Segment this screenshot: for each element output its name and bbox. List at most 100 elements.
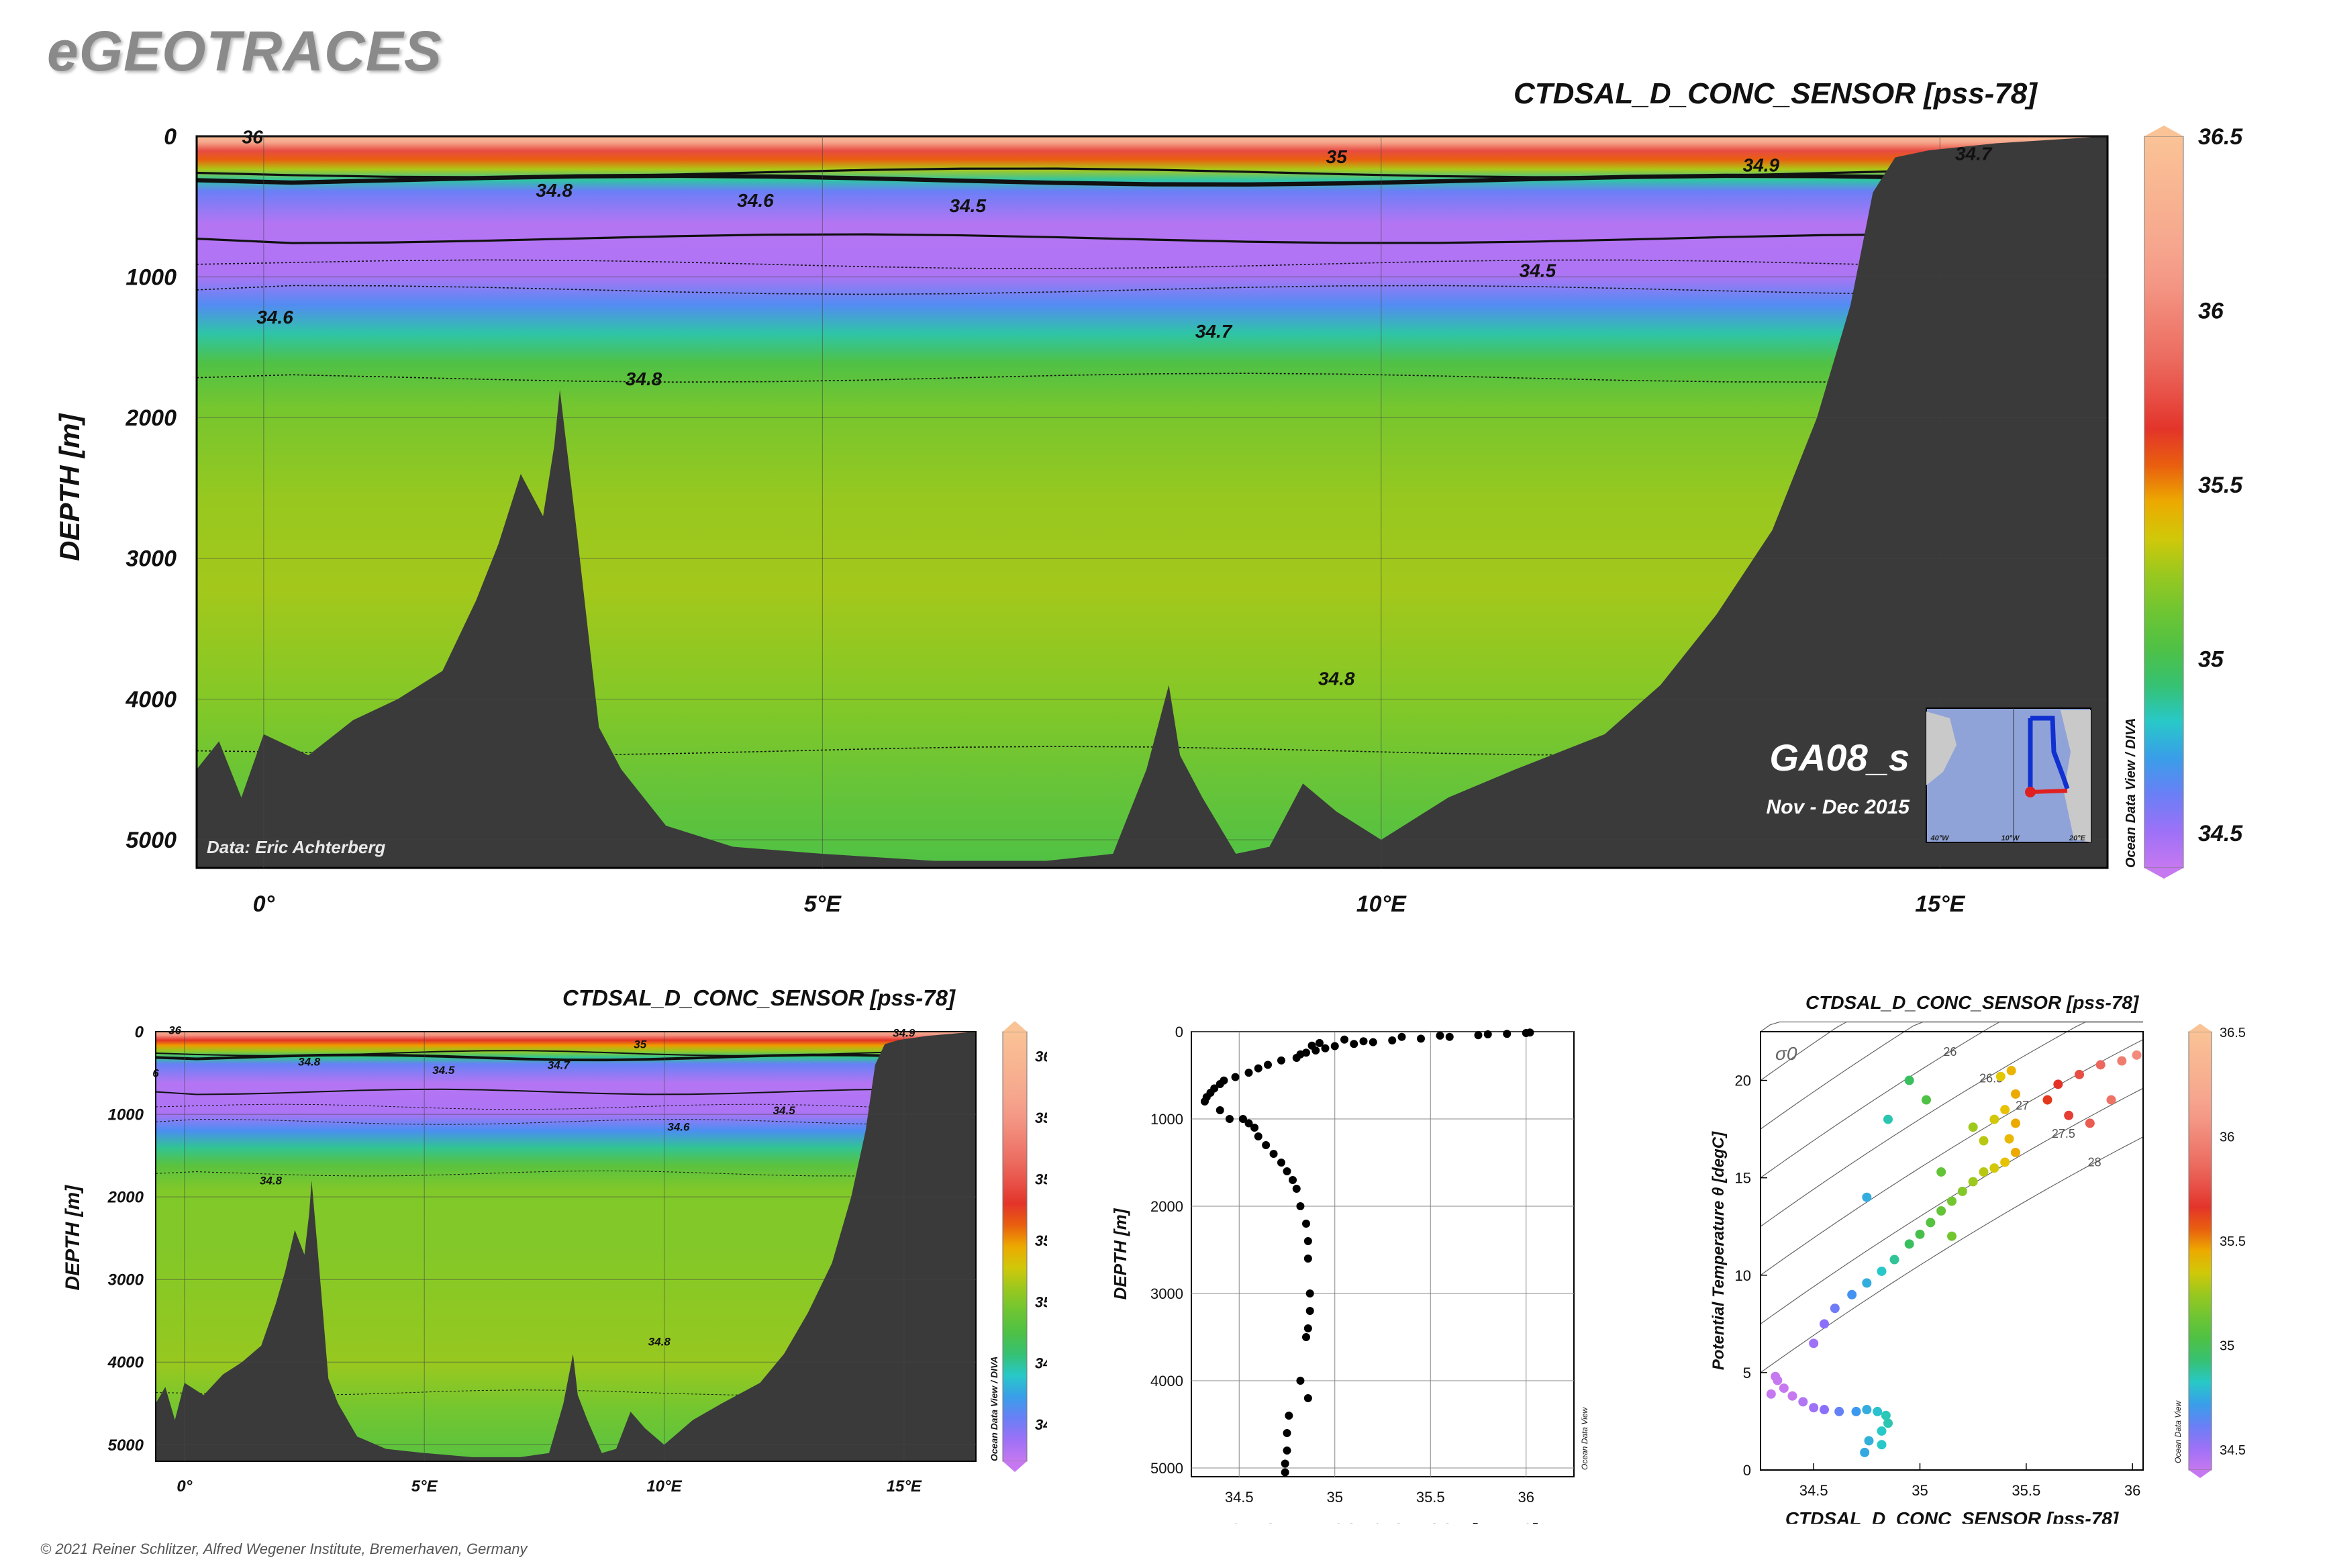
ts-point [1847,1289,1857,1300]
ts-y-tick-label: 5 [1743,1365,1751,1381]
ts-point [1883,1114,1893,1124]
ts-point [1862,1405,1872,1415]
profile-point [1296,1377,1305,1385]
contour-label: 34.5 [432,1064,455,1077]
profile-point [1277,1159,1285,1167]
ts-point [1922,1095,1931,1105]
profile-point [1359,1037,1368,1046]
ts-x-tick-label: 35 [1912,1482,1928,1499]
ts-y-tick-label: 10 [1735,1267,1751,1284]
inset-map-land-east [2061,710,2091,842]
contour-label: 34.8 [298,1055,321,1068]
ts-point [1947,1231,1957,1241]
ts-point [1779,1383,1789,1393]
ts-point [1995,1071,2006,1081]
ts-point [1873,1406,1883,1416]
y-tick-label: 5000 [126,828,177,853]
x-tick-label: 5°E [804,891,842,917]
profile-x-tick-label: 36 [1518,1489,1534,1506]
main-section-chart: 0° 5°E 10°E 15°E 0 1000 2000 3000 4000 5000 36 35 34… [54,124,2243,917]
ts-colorbar [2188,1031,2212,1471]
copyright-notice: © 2021 Reiner Schlitzer, Alfred Wegener … [40,1540,528,1557]
profile-point [1200,1097,1209,1106]
colorbar-tick-label: 36 [2198,299,2224,324]
colorbar-tick-label: 34.5 [1035,1416,1047,1433]
profile-y-tick-label: 2000 [1150,1198,1183,1215]
ts-point [1881,1410,1891,1420]
ts-point [1864,1436,1874,1446]
profile-software-credit: Ocean Data View [1580,1407,1589,1470]
profile-point [1303,1324,1312,1332]
y-tick-label: 0 [164,124,177,150]
profile-point [1303,1255,1312,1263]
profile-point [1216,1080,1224,1088]
ts-point [1851,1406,1861,1416]
ts-colorbar-cap-bottom [2189,1470,2212,1478]
y-axis-label: DEPTH [m] [62,1185,84,1291]
ts-point [1877,1266,1887,1276]
ts-point [1915,1229,1925,1239]
colorbar [2144,136,2184,869]
profile-point [1283,1447,1291,1455]
contour-label: 34.8 [648,1336,671,1349]
isopycnal-label: 28 [2088,1156,2101,1169]
profile-point [1264,1061,1272,1069]
profile-y-axis-label: DEPTH [m] [1110,1208,1130,1300]
colorbar-cap-top [2144,126,2183,136]
x-tick-label: 10°E [646,1477,682,1496]
profile-point [1277,1056,1285,1065]
contour-label: 34.6 [256,307,293,328]
ts-point [1957,1186,1967,1196]
colorbar-tick-label: 35.25 [1035,1232,1047,1249]
contour-label: 34.5 [773,1104,796,1117]
isopycnal-line [1760,1021,2143,1032]
ts-point [1904,1239,1914,1249]
contour-line [196,233,2108,244]
inset-map: 40°W 10°W 20°E [1926,707,2091,843]
ts-point [1830,1304,1840,1314]
ts-point [1883,1418,1893,1428]
profile-point [1283,1429,1291,1437]
x-tick-label: 5°E [411,1477,438,1496]
ts-point [1820,1319,1829,1329]
contour-label: 34.9 [893,1026,915,1039]
sigma0-label: σ0 [1775,1043,1797,1064]
ts-point [1979,1167,1989,1177]
y-tick-label: 0 [135,1023,144,1041]
contour-label: 6 [152,1067,159,1080]
profile-point [1397,1032,1406,1041]
egeotraces-logo: eGEOTRACES [47,19,442,83]
contour-label: 34.9 [1743,154,1780,175]
ts-point [1936,1167,1946,1177]
contour-label: 36 [168,1024,181,1037]
profile-point [1262,1141,1271,1149]
ts-point [1787,1391,1797,1401]
ts-y-axis-label: Potential Temperature θ [degC] [1710,1131,1728,1370]
ts-colorbar-tick-label: 36 [2220,1130,2234,1144]
contour-label: 34.6 [737,190,774,211]
colorbar-tick-label: 34.5 [2198,821,2243,846]
main-chart-title: CTDSAL_D_CONC_SENSOR [pss-78] [1514,77,2037,110]
small-section-chart: 0° 5°E 10°E 15°E 0 1000 2000 3000 4000 5000 36 35 34… [62,1021,1047,1496]
colorbar-tick-label: 35 [1035,1293,1047,1310]
ts-point [2132,1050,2142,1060]
contour-label: 34.7 [1195,321,1233,342]
profile-point [1522,1028,1530,1037]
ts-point [1798,1397,1808,1407]
profile-point [1474,1031,1483,1040]
contour-label: 35 [634,1038,646,1051]
contour-line [196,259,2108,270]
profile-point [1445,1032,1454,1041]
ts-point [2000,1105,2010,1115]
profile-point [1269,1150,1278,1158]
ts-x-tick-label: 36 [2124,1482,2140,1499]
colorbar-tick-label: 35.75 [1035,1110,1047,1126]
y-tick-label: 4000 [125,687,177,712]
bathymetry [197,136,2108,868]
y-tick-label: 1000 [126,265,177,291]
ts-point [1771,1371,1781,1381]
profile-x-tick-label: 35 [1327,1489,1343,1506]
profile-point [1369,1038,1377,1046]
isopycnal-line [1760,1021,2143,1179]
profile-point [1503,1030,1512,1038]
